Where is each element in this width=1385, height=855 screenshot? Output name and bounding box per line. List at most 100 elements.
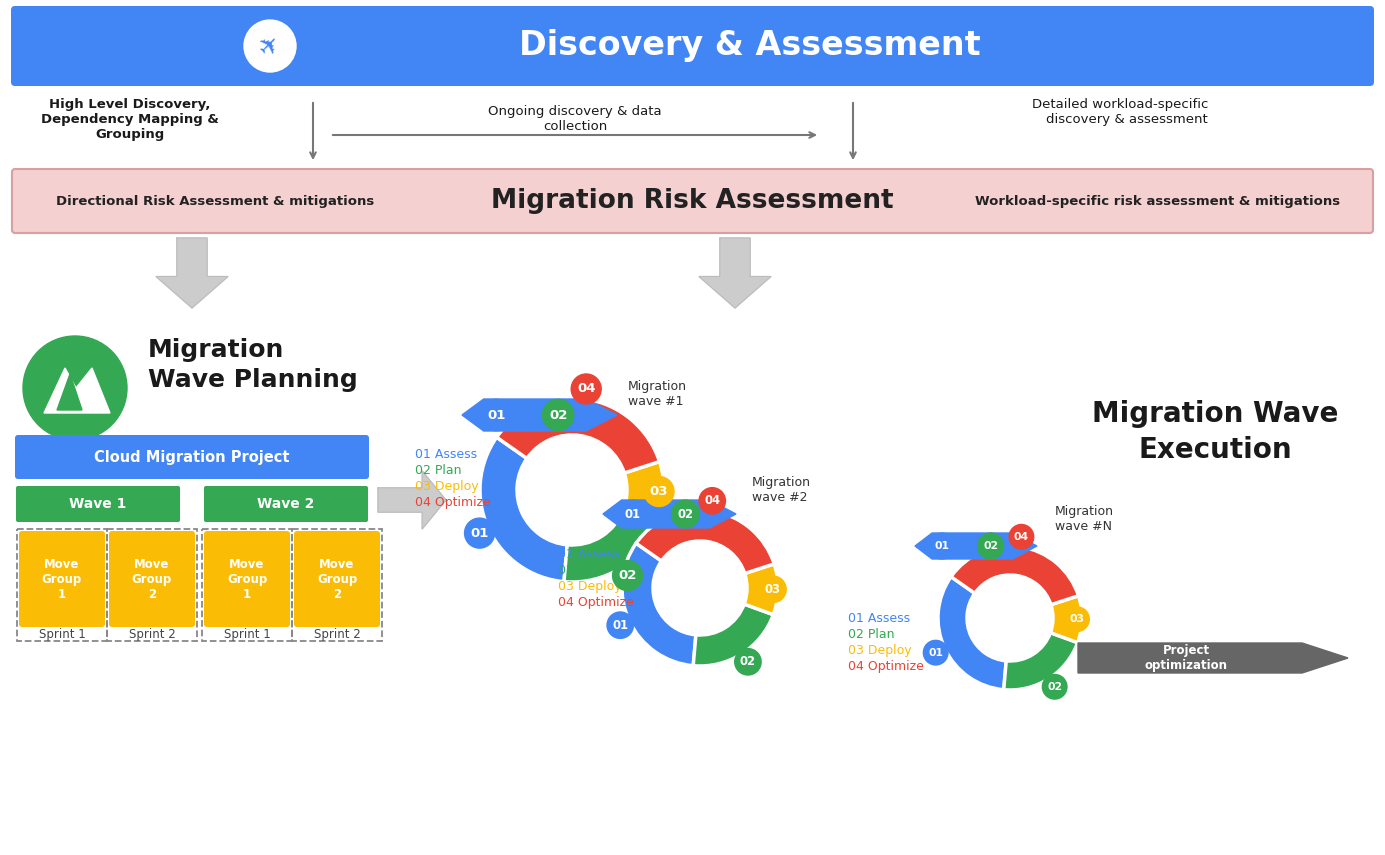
Text: 03: 03 <box>650 485 668 498</box>
Circle shape <box>760 576 787 603</box>
Text: Move
Group
2: Move Group 2 <box>132 557 172 600</box>
Text: 04: 04 <box>578 382 596 396</box>
Text: Sprint 1: Sprint 1 <box>223 628 270 640</box>
Text: 01: 01 <box>612 619 629 632</box>
Circle shape <box>644 476 674 506</box>
Text: Detailed workload-specific
discovery & assessment: Detailed workload-specific discovery & a… <box>1032 98 1208 126</box>
Text: Sprint 2: Sprint 2 <box>129 628 176 640</box>
Polygon shape <box>915 533 1037 559</box>
Circle shape <box>929 534 954 558</box>
Text: 04: 04 <box>1014 532 1029 542</box>
Circle shape <box>969 577 1051 659</box>
Text: Wave 2: Wave 2 <box>258 497 314 511</box>
Text: Migration
wave #N: Migration wave #N <box>1055 505 1114 533</box>
Text: 02: 02 <box>548 409 568 422</box>
Text: Migration
Wave Planning: Migration Wave Planning <box>148 338 357 392</box>
Text: Project
optimization: Project optimization <box>1144 644 1227 672</box>
Text: Cloud Migration Project: Cloud Migration Project <box>94 450 289 464</box>
Text: Discovery & Assessment: Discovery & Assessment <box>519 30 981 62</box>
Text: Move
Group
1: Move Group 1 <box>42 557 82 600</box>
FancyBboxPatch shape <box>294 531 379 627</box>
Text: ✈: ✈ <box>253 30 285 62</box>
Text: 03 Deploy: 03 Deploy <box>416 480 479 493</box>
Text: 03: 03 <box>1069 614 1084 624</box>
Circle shape <box>543 400 573 430</box>
Polygon shape <box>602 500 735 528</box>
Text: 03: 03 <box>765 583 781 596</box>
FancyBboxPatch shape <box>204 531 289 627</box>
Text: 04 Optimize: 04 Optimize <box>848 660 924 673</box>
Text: Wave 1: Wave 1 <box>69 497 126 511</box>
Circle shape <box>734 649 762 675</box>
Text: 04: 04 <box>704 494 720 507</box>
Text: 01: 01 <box>471 527 489 540</box>
Circle shape <box>244 20 296 72</box>
FancyBboxPatch shape <box>17 486 180 522</box>
Wedge shape <box>1050 596 1082 643</box>
Circle shape <box>519 437 625 543</box>
Circle shape <box>1065 607 1089 632</box>
Text: 04 Optimize: 04 Optimize <box>416 496 490 509</box>
Circle shape <box>1043 675 1066 699</box>
Text: Migration Risk Assessment: Migration Risk Assessment <box>490 188 893 214</box>
Wedge shape <box>622 543 695 666</box>
Text: 04 Optimize: 04 Optimize <box>558 596 634 609</box>
Circle shape <box>612 561 643 591</box>
Polygon shape <box>57 374 82 410</box>
Wedge shape <box>1004 633 1078 690</box>
Text: Sprint 1: Sprint 1 <box>39 628 86 640</box>
Text: 01 Assess: 01 Assess <box>416 448 476 461</box>
Text: 01: 01 <box>928 647 943 657</box>
Polygon shape <box>699 238 771 308</box>
Text: 02 Plan: 02 Plan <box>848 628 895 641</box>
Wedge shape <box>938 577 1007 690</box>
FancyBboxPatch shape <box>11 6 1374 86</box>
Text: Directional Risk Assessment & mitigations: Directional Risk Assessment & mitigation… <box>55 194 374 208</box>
Circle shape <box>699 487 726 514</box>
Circle shape <box>571 374 601 404</box>
Wedge shape <box>694 604 773 666</box>
Text: Migration Wave
Execution: Migration Wave Execution <box>1091 400 1338 463</box>
Wedge shape <box>636 510 774 574</box>
Text: Ongoing discovery & data
collection: Ongoing discovery & data collection <box>488 105 662 133</box>
Text: 01: 01 <box>488 409 506 422</box>
Text: Move
Group
2: Move Group 2 <box>317 557 357 600</box>
Circle shape <box>655 543 745 633</box>
FancyBboxPatch shape <box>12 169 1373 233</box>
Circle shape <box>1010 524 1033 549</box>
Text: Migration
wave #1: Migration wave #1 <box>627 380 687 408</box>
FancyBboxPatch shape <box>19 531 105 627</box>
Circle shape <box>481 400 511 430</box>
Circle shape <box>672 501 698 528</box>
Text: 02 Plan: 02 Plan <box>558 564 604 577</box>
Polygon shape <box>157 238 229 308</box>
Text: 03 Deploy: 03 Deploy <box>848 644 911 657</box>
Text: Workload-specific risk assessment & mitigations: Workload-specific risk assessment & miti… <box>975 194 1341 208</box>
Text: 02: 02 <box>677 508 694 521</box>
Wedge shape <box>481 437 568 581</box>
Circle shape <box>24 336 127 440</box>
Text: 01: 01 <box>935 541 949 551</box>
Text: 01 Assess: 01 Assess <box>558 548 620 561</box>
Text: High Level Discovery,
Dependency Mapping &
Grouping: High Level Discovery, Dependency Mapping… <box>42 98 219 141</box>
Polygon shape <box>1078 643 1348 673</box>
Wedge shape <box>951 546 1079 604</box>
Text: Migration
wave #2: Migration wave #2 <box>752 476 812 504</box>
Circle shape <box>619 501 645 528</box>
Text: Sprint 2: Sprint 2 <box>313 628 360 640</box>
Text: 02: 02 <box>618 569 637 582</box>
Circle shape <box>464 518 494 548</box>
Circle shape <box>978 534 1003 558</box>
Wedge shape <box>564 509 658 582</box>
Text: 03 Deploy: 03 Deploy <box>558 580 622 593</box>
Text: 01 Assess: 01 Assess <box>848 612 910 625</box>
Polygon shape <box>378 471 446 529</box>
Wedge shape <box>623 462 663 522</box>
Text: Move
Group
1: Move Group 1 <box>227 557 267 600</box>
FancyBboxPatch shape <box>109 531 195 627</box>
Text: 01: 01 <box>625 508 640 521</box>
Polygon shape <box>44 368 109 413</box>
FancyBboxPatch shape <box>15 435 368 479</box>
FancyBboxPatch shape <box>204 486 368 522</box>
Text: 02: 02 <box>983 541 999 551</box>
